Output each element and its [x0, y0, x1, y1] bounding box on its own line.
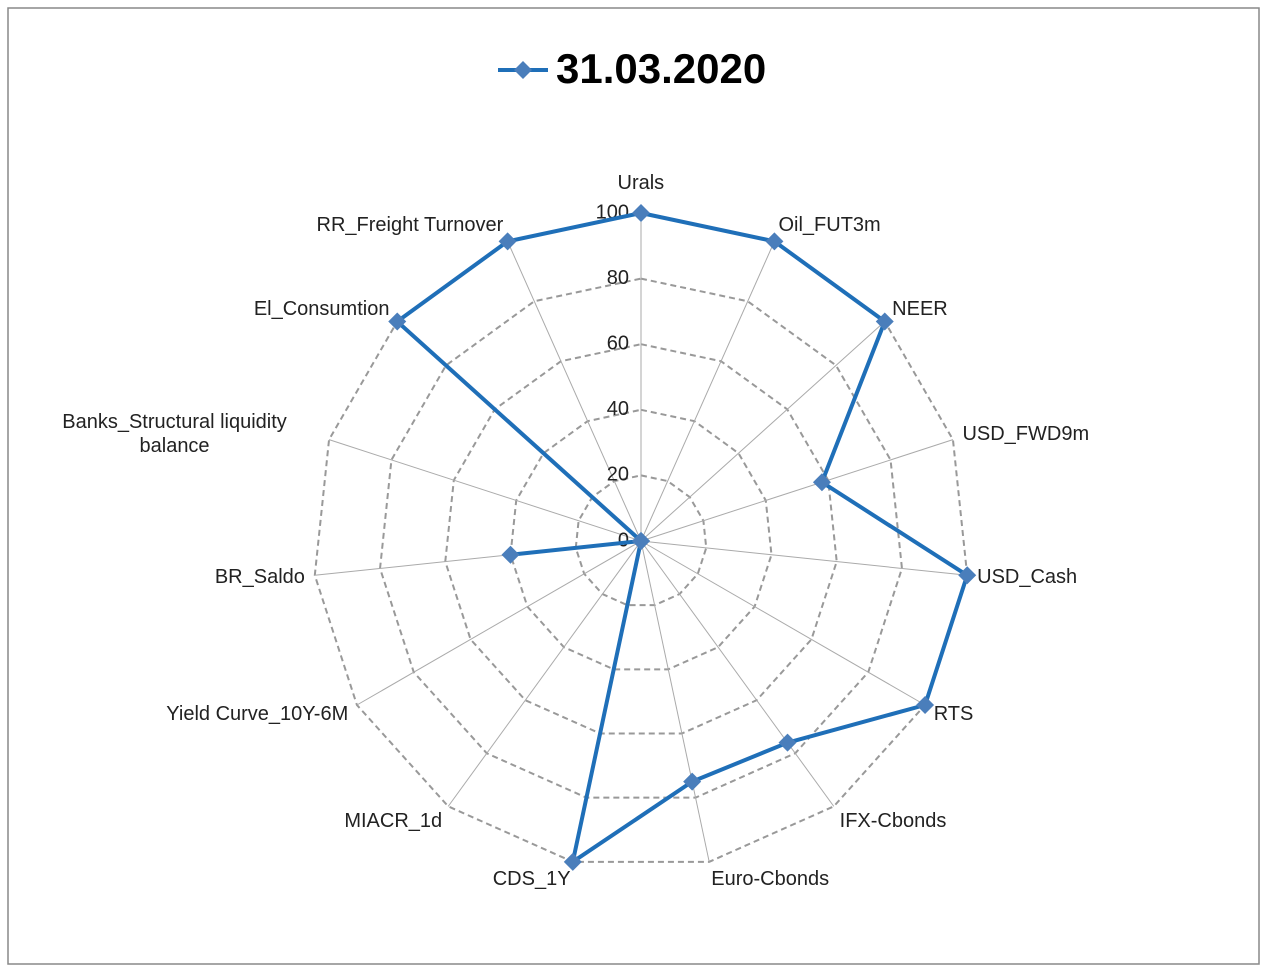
spoke	[640, 540, 835, 807]
category-label: El_Consumtion	[253, 298, 390, 321]
data-point	[765, 232, 784, 251]
r-tick-label: 20	[607, 464, 629, 486]
data-point	[778, 733, 797, 752]
data-point	[632, 204, 650, 222]
data-point	[563, 852, 582, 871]
spoke	[356, 540, 642, 706]
grid-ring	[574, 474, 708, 607]
data-point	[875, 312, 894, 331]
category-label: RR_Freight Turnover	[316, 213, 504, 236]
spoke	[328, 439, 642, 542]
category-label: Urals	[617, 172, 665, 194]
spoke	[640, 540, 968, 576]
r-tick-label: 60	[607, 332, 629, 354]
grid-ring	[444, 343, 838, 735]
series-line	[395, 211, 970, 864]
category-label: RTS	[933, 703, 974, 725]
spoke	[507, 241, 642, 542]
grid-ring	[379, 277, 903, 799]
data-point	[501, 545, 520, 564]
category-label: IFX-Cbonds	[839, 809, 947, 832]
data-point	[916, 696, 935, 714]
category-label: USD_FWD9m	[962, 423, 1090, 446]
data-point	[632, 532, 650, 550]
grid-ring	[509, 408, 773, 671]
spoke	[640, 321, 886, 542]
category-label: BR_Saldo	[214, 566, 305, 589]
category-label: NEER	[892, 298, 948, 321]
spoke	[640, 241, 775, 542]
r-tick-label: 80	[607, 267, 629, 289]
category-label: USD_Cash	[977, 566, 1078, 589]
r-tick-label: 0	[618, 529, 629, 551]
category-label: MIACR_1d	[344, 809, 443, 832]
spoke	[447, 540, 642, 807]
grid-ring	[313, 211, 969, 863]
category-label: Banks_Structural liquidity balance	[62, 411, 287, 458]
data-point	[958, 566, 977, 585]
r-tick-label: 40	[607, 398, 629, 420]
legend-marker	[514, 61, 532, 79]
legend: 31.03.2020	[498, 45, 766, 92]
category-label: Yield Curve_10Y-6M	[166, 703, 349, 725]
spoke	[640, 540, 710, 862]
spoke	[640, 540, 926, 706]
category-label: Euro-Cbonds	[711, 868, 830, 891]
chart-frame	[7, 7, 1260, 965]
category-label: CDS_1Y	[492, 868, 571, 891]
data-point	[812, 473, 831, 492]
category-label: Oil_FUT3m	[778, 213, 881, 236]
data-point	[683, 772, 702, 791]
data-point	[388, 312, 407, 331]
legend-label: 31.03.2020	[556, 45, 766, 92]
data-point	[498, 232, 517, 251]
spoke	[640, 439, 954, 542]
